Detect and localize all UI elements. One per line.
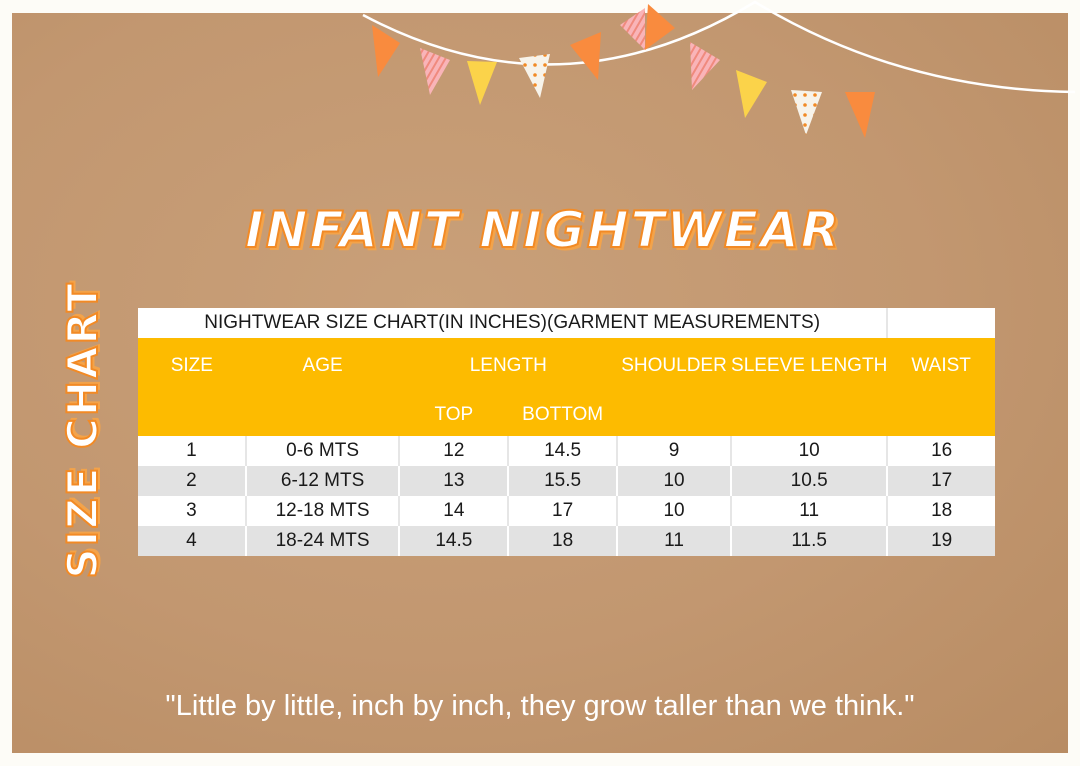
- header-bottom: BOTTOM: [508, 394, 618, 436]
- side-title: SIZE CHART: [57, 280, 108, 579]
- table-cell: 13: [398, 466, 509, 496]
- empty-cell: [887, 394, 995, 436]
- flag: [620, 8, 645, 50]
- flag: [736, 70, 767, 118]
- header-top: TOP: [399, 394, 509, 436]
- flag: [420, 48, 450, 95]
- header-waist: WAIST: [887, 338, 995, 394]
- page-title: INFANT NIGHTWEAR: [244, 200, 842, 260]
- table-caption: NIGHTWEAR SIZE CHART(IN INCHES)(GARMENT …: [138, 308, 889, 338]
- table-cell: 16: [886, 436, 995, 466]
- table-cell: 11: [729, 496, 888, 526]
- table-cell: 18: [507, 526, 618, 556]
- table-row: 4 18-24 MTS 14.5 18 11 11.5 19: [138, 526, 995, 556]
- table-row: 2 6-12 MTS 13 15.5 10 10.5 17: [138, 466, 995, 496]
- flag: [519, 54, 550, 98]
- table-cell: 15.5: [507, 466, 618, 496]
- header-shoulder: SHOULDER: [617, 338, 731, 394]
- header-sleeve-length: SLEEVE LENGTH: [731, 338, 888, 394]
- table-cell: 9: [616, 436, 731, 466]
- flag: [690, 42, 720, 90]
- table-cell: 14.5: [398, 526, 509, 556]
- flag: [372, 25, 400, 77]
- table-row: 3 12-18 MTS 14 17 10 11 18: [138, 496, 995, 526]
- table-cell: 14: [398, 496, 509, 526]
- bunting-decoration: [362, 0, 1076, 138]
- empty-cell: [731, 394, 888, 436]
- table-cell: 2: [138, 466, 246, 496]
- empty-cell: [617, 394, 731, 436]
- table-cell: 18: [886, 496, 995, 526]
- flag: [845, 92, 875, 138]
- table-cell: 10: [616, 496, 731, 526]
- table-cell: 4: [138, 526, 246, 556]
- table-cell: 3: [138, 496, 246, 526]
- table-cell: 10: [729, 436, 888, 466]
- table-cell: 12-18 MTS: [244, 496, 400, 526]
- empty-cell: [245, 394, 400, 436]
- empty-cell: [887, 308, 995, 338]
- table-cell: 11: [616, 526, 731, 556]
- table-cell: 10: [616, 466, 731, 496]
- table-cell: 12: [398, 436, 509, 466]
- subheader-row: TOP BOTTOM: [138, 394, 995, 436]
- table-cell: 0-6 MTS: [244, 436, 400, 466]
- flag: [570, 32, 601, 80]
- header-row: SIZE AGE LENGTH SHOULDER SLEEVE LENGTH W…: [138, 338, 995, 394]
- flag: [645, 4, 675, 50]
- table-cell: 17: [507, 496, 618, 526]
- header-length: LENGTH: [399, 338, 618, 394]
- header-size: SIZE: [138, 338, 246, 394]
- empty-cell: [138, 394, 246, 436]
- table-cell: 19: [886, 526, 995, 556]
- table-cell: 14.5: [507, 436, 618, 466]
- table-row: 1 0-6 MTS 12 14.5 9 10 16: [138, 436, 995, 466]
- caption-row: NIGHTWEAR SIZE CHART(IN INCHES)(GARMENT …: [138, 308, 995, 338]
- flag: [791, 90, 822, 135]
- size-chart-table: NIGHTWEAR SIZE CHART(IN INCHES)(GARMENT …: [138, 308, 995, 556]
- flag: [467, 61, 497, 105]
- table-cell: 6-12 MTS: [244, 466, 400, 496]
- header-age: AGE: [245, 338, 400, 394]
- quote: "Little by little, inch by inch, they gr…: [165, 690, 915, 722]
- table-cell: 18-24 MTS: [244, 526, 400, 556]
- table-cell: 17: [886, 466, 995, 496]
- table-cell: 11.5: [729, 526, 888, 556]
- table-cell: 10.5: [729, 466, 888, 496]
- table-cell: 1: [138, 436, 246, 466]
